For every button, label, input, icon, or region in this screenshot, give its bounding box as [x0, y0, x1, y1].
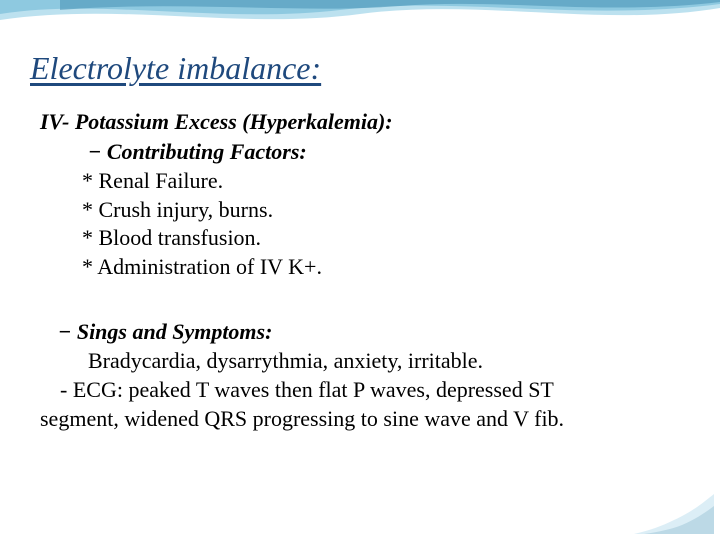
factor-item: * Crush injury, burns.: [82, 196, 690, 225]
section-heading: IV- Potassium Excess (Hyperkalemia):: [40, 109, 690, 135]
symptoms-label: − Sings and Symptoms:: [58, 319, 690, 345]
factor-item: * Administration of IV K+.: [82, 253, 690, 282]
symptoms-line: - ECG: peaked T waves then flat P waves,…: [60, 376, 690, 405]
factor-item: * Blood transfusion.: [82, 224, 690, 253]
slide-content: Electrolyte imbalance: IV- Potassium Exc…: [30, 50, 690, 433]
factor-item: * Renal Failure.: [82, 167, 690, 196]
factors-label: − Contributing Factors:: [88, 139, 690, 165]
symptoms-line: segment, widened QRS progressing to sine…: [40, 405, 690, 434]
symptoms-line: Bradycardia, dysarrythmia, anxiety, irri…: [88, 347, 690, 376]
slide-title: Electrolyte imbalance:: [30, 50, 690, 87]
corner-decoration: [634, 484, 714, 534]
